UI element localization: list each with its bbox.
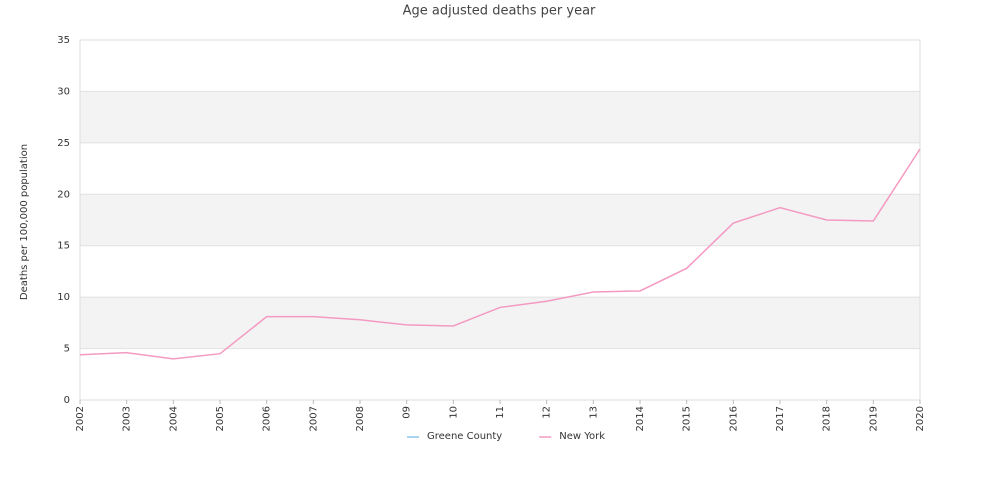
x-tick-label: 2005 <box>215 406 226 431</box>
series-line <box>79 148 921 360</box>
x-tick-label: 2007 <box>308 406 319 431</box>
x-tick-label: 2008 <box>355 406 366 431</box>
y-tick-label: 5 <box>64 344 70 355</box>
chart-title: Age adjusted deaths per year <box>403 4 596 19</box>
legend-item[interactable]: Greene County <box>407 431 502 442</box>
x-tick-label: 2014 <box>635 406 646 431</box>
x-tick-label: 2003 <box>122 406 133 431</box>
x-tick-label: 2018 <box>822 406 833 431</box>
x-tick-label: 2002 <box>75 406 86 431</box>
x-tick-label: 2017 <box>775 406 786 431</box>
x-tick-label: 2016 <box>728 406 739 431</box>
legend-label: Greene County <box>427 431 502 442</box>
band <box>80 194 920 246</box>
band <box>80 91 920 143</box>
x-tick-label: 2006 <box>262 406 273 431</box>
y-tick-label: 20 <box>57 189 70 200</box>
x-tick-label: 2020 <box>915 406 926 431</box>
x-tick-label: 10 <box>448 406 459 419</box>
legend-label: New York <box>559 431 605 442</box>
x-tick-label: 2004 <box>168 406 179 431</box>
x-tick-label: 2015 <box>682 406 693 431</box>
y-tick-label: 0 <box>64 395 70 406</box>
band <box>80 297 920 349</box>
y-tick-label: 10 <box>57 292 70 303</box>
legend-item[interactable]: New York <box>539 431 605 442</box>
x-tick-label: 12 <box>542 406 553 419</box>
x-tick-label: 11 <box>495 406 506 419</box>
y-tick-label: 15 <box>57 241 70 252</box>
y-tick-label: 35 <box>57 35 70 46</box>
y-tick-label: 30 <box>57 86 70 97</box>
x-tick-label: 2019 <box>868 406 879 431</box>
x-tick-label: 09 <box>402 406 413 419</box>
y-tick-label: 25 <box>57 138 70 149</box>
x-tick-label: 13 <box>588 406 599 419</box>
y-axis-label: Deaths per 100,000 population <box>19 144 30 300</box>
